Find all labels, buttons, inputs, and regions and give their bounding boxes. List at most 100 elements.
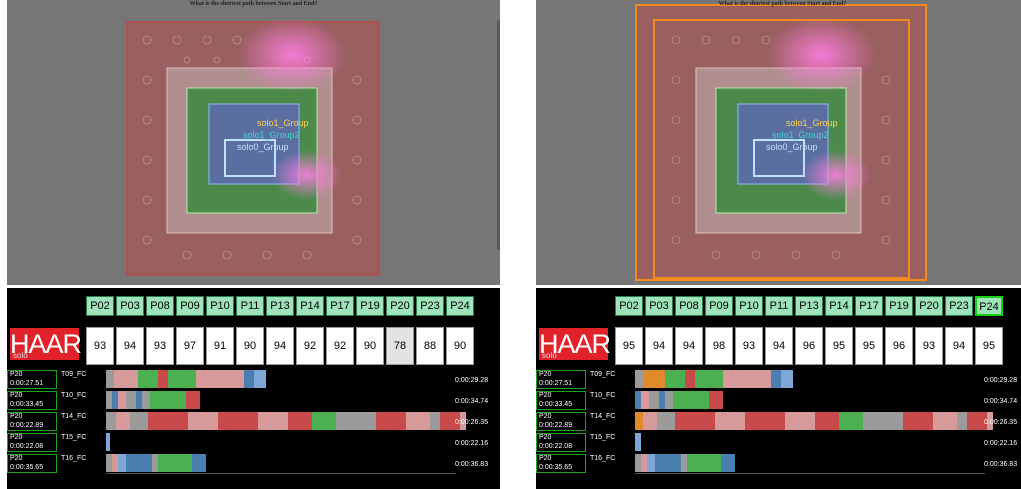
timeline-segment[interactable] xyxy=(675,412,715,430)
timeline-segment[interactable] xyxy=(192,454,206,472)
timeline-segment[interactable] xyxy=(130,412,148,430)
participant-tab-p09[interactable]: P09 xyxy=(705,296,733,316)
timeline-segment[interactable] xyxy=(258,412,288,430)
task-row[interactable]: P20 0:00:22.89 T14_FC 0:00:26.35 xyxy=(7,412,500,432)
participant-tab-p20[interactable]: P20 xyxy=(915,296,943,316)
participant-tab-p03[interactable]: P03 xyxy=(116,296,144,316)
participant-tab-p03[interactable]: P03 xyxy=(645,296,673,316)
participant-tab-p19[interactable]: P19 xyxy=(356,296,384,316)
timeline-segment[interactable] xyxy=(987,412,993,430)
participant-tab-p24[interactable]: P24 xyxy=(446,296,474,316)
timeline-segment[interactable] xyxy=(709,391,723,409)
timeline-segment[interactable] xyxy=(635,370,643,388)
task-row[interactable]: P20 0:00:33.45 T10_FC 0:00:34.74 xyxy=(7,391,500,411)
participant-tab-p08[interactable]: P08 xyxy=(146,296,174,316)
timeline-segment[interactable] xyxy=(785,412,815,430)
timeline-segment[interactable] xyxy=(188,412,218,430)
timeline-segment[interactable] xyxy=(126,454,152,472)
participant-tab-p19[interactable]: P19 xyxy=(885,296,913,316)
timeline-segment[interactable] xyxy=(643,370,665,388)
participant-tab-p20[interactable]: P20 xyxy=(386,296,414,316)
timeline-segment[interactable] xyxy=(112,454,118,472)
timeline-segment[interactable] xyxy=(336,412,376,430)
timeline-segment[interactable] xyxy=(643,412,657,430)
timeline-segment[interactable] xyxy=(635,391,641,409)
timeline-segment[interactable] xyxy=(136,391,142,409)
timeline-segment[interactable] xyxy=(376,412,406,430)
timeline-segment[interactable] xyxy=(681,454,687,472)
timeline-segment[interactable] xyxy=(781,370,793,388)
timeline-segment[interactable] xyxy=(635,454,641,472)
timeline-segment[interactable] xyxy=(721,454,735,472)
timeline-segment[interactable] xyxy=(641,454,647,472)
participant-tab-p17[interactable]: P17 xyxy=(855,296,883,316)
participant-tab-p23[interactable]: P23 xyxy=(945,296,973,316)
timeline-segment[interactable] xyxy=(118,391,126,409)
participant-tab-p17[interactable]: P17 xyxy=(326,296,354,316)
participant-tab-p02[interactable]: P02 xyxy=(615,296,643,316)
timeline-segment[interactable] xyxy=(647,454,655,472)
participant-tab-p10[interactable]: P10 xyxy=(206,296,234,316)
timeline-segment[interactable] xyxy=(186,391,200,409)
timeline-segment[interactable] xyxy=(150,391,186,409)
task-row[interactable]: P20 0:00:22.89 T14_FC 0:00:26.35 xyxy=(536,412,1021,432)
graph-visualization[interactable]: solo1_Group2 solo0_Group solo1_Group Wha… xyxy=(7,0,500,285)
timeline-segment[interactable] xyxy=(168,370,196,388)
timeline-segment[interactable] xyxy=(673,391,709,409)
graph-visualization[interactable]: solo1_Group2 solo0_Group solo1_Group Wha… xyxy=(536,0,1021,285)
timeline-segment[interactable] xyxy=(641,391,649,409)
timeline-segment[interactable] xyxy=(863,412,903,430)
timeline-segment[interactable] xyxy=(695,370,723,388)
timeline-segment[interactable] xyxy=(659,391,665,409)
task-row[interactable]: P20 0:00:35.65 T16_FC 0:00:36.83 xyxy=(7,454,500,474)
timeline-segment[interactable] xyxy=(771,370,781,388)
timeline-segment[interactable] xyxy=(312,412,336,430)
timeline-segment[interactable] xyxy=(723,370,771,388)
timeline-segment[interactable] xyxy=(687,454,721,472)
timeline-segment[interactable] xyxy=(665,391,673,409)
participant-tab-p23[interactable]: P23 xyxy=(416,296,444,316)
participant-tab-p24[interactable]: P24 xyxy=(975,296,1003,316)
timeline-segment[interactable] xyxy=(106,433,110,451)
timeline-segment[interactable] xyxy=(655,454,681,472)
task-row[interactable]: P20 0:00:22.08 T15_FC 0:00:22.16 xyxy=(536,433,1021,453)
timeline-segment[interactable] xyxy=(635,433,641,451)
timeline-segment[interactable] xyxy=(635,412,643,430)
timeline-segment[interactable] xyxy=(430,412,440,430)
participant-tab-p08[interactable]: P08 xyxy=(675,296,703,316)
scrollbar[interactable] xyxy=(497,20,500,250)
participant-tab-p13[interactable]: P13 xyxy=(266,296,294,316)
task-row[interactable]: P20 0:00:27.51 T09_FC 0:00:29.28 xyxy=(536,370,1021,390)
timeline-segment[interactable] xyxy=(114,370,138,388)
timeline-segment[interactable] xyxy=(657,412,675,430)
participant-tab-p02[interactable]: P02 xyxy=(86,296,114,316)
timeline-segment[interactable] xyxy=(158,454,192,472)
timeline-segment[interactable] xyxy=(933,412,957,430)
participant-tab-p14[interactable]: P14 xyxy=(825,296,853,316)
timeline-segment[interactable] xyxy=(106,370,114,388)
timeline-segment[interactable] xyxy=(254,370,266,388)
timeline-segment[interactable] xyxy=(148,412,188,430)
timeline-segment[interactable] xyxy=(957,412,967,430)
timeline-segment[interactable] xyxy=(126,391,136,409)
task-row[interactable]: P20 0:00:35.65 T16_FC 0:00:36.83 xyxy=(536,454,1021,474)
timeline-segment[interactable] xyxy=(142,391,150,409)
timeline-segment[interactable] xyxy=(152,454,158,472)
timeline-segment[interactable] xyxy=(815,412,839,430)
timeline-segment[interactable] xyxy=(745,412,785,430)
timeline-segment[interactable] xyxy=(903,412,933,430)
task-row[interactable]: P20 0:00:27.51 T09_FC 0:00:29.28 xyxy=(7,370,500,390)
timeline-segment[interactable] xyxy=(288,412,312,430)
timeline-segment[interactable] xyxy=(106,412,116,430)
timeline-segment[interactable] xyxy=(196,370,244,388)
timeline-segment[interactable] xyxy=(649,391,659,409)
timeline-segment[interactable] xyxy=(715,412,745,430)
timeline-segment[interactable] xyxy=(138,370,158,388)
timeline-segment[interactable] xyxy=(106,391,112,409)
timeline-segment[interactable] xyxy=(106,454,112,472)
task-row[interactable]: P20 0:00:22.08 T15_FC 0:00:22.16 xyxy=(7,433,500,453)
timeline-segment[interactable] xyxy=(839,412,863,430)
participant-tab-p09[interactable]: P09 xyxy=(176,296,204,316)
timeline-segment[interactable] xyxy=(118,454,126,472)
timeline-segment[interactable] xyxy=(116,412,130,430)
